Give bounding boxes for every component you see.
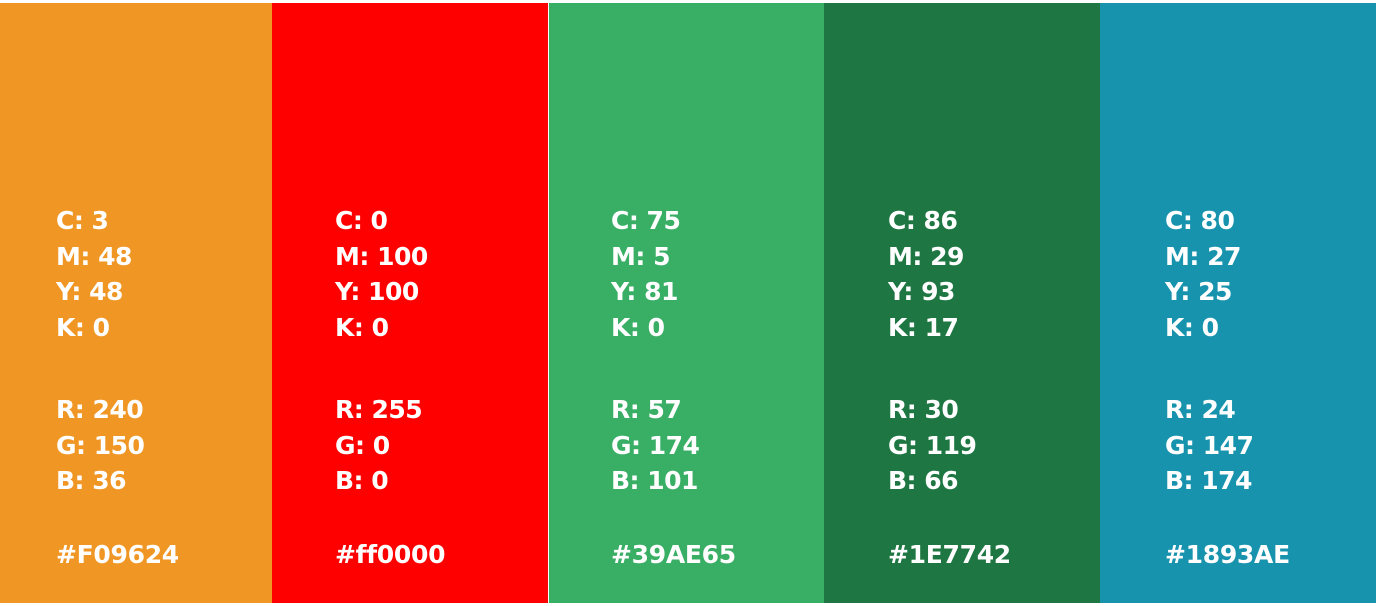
- cmyk-k-value: K: 0: [611, 312, 665, 342]
- rgb-b-value: B: 66: [888, 466, 959, 495]
- rgb-values: R: 255 G: 0 B: 0: [335, 392, 445, 499]
- color-swatch-red: C: 0 M: 100 Y: 100 K: 0 R: 255 G: 0 B: 0…: [272, 3, 548, 603]
- swatch-values: C: 0 M: 100 Y: 100 K: 0 R: 255 G: 0 B: 0…: [335, 203, 445, 572]
- rgb-b-value: B: 36: [56, 466, 127, 495]
- rgb-r-value: R: 24: [1165, 395, 1236, 424]
- color-swatch-dark-green: C: 86 M: 29 Y: 93 K: 17 R: 30 G: 119 B: …: [824, 3, 1100, 603]
- swatch-values: C: 75 M: 5 Y: 81 K: 0 R: 57 G: 174 B: 10…: [611, 203, 736, 572]
- cmyk-k-value: K: 0: [1165, 312, 1219, 342]
- cmyk-k-value: K: 17: [888, 312, 959, 342]
- rgb-values: R: 240 G: 150 B: 36: [56, 392, 179, 499]
- color-swatch-teal: C: 80 M: 27 Y: 25 K: 0 R: 24 G: 147 B: 1…: [1100, 3, 1376, 603]
- cmyk-values: C: 75 M: 5 Y: 81 K: 0: [611, 203, 736, 345]
- hex-code: #1E7742: [888, 539, 1011, 569]
- swatch-values: C: 80 M: 27 Y: 25 K: 0 R: 24 G: 147 B: 1…: [1165, 203, 1290, 572]
- cmyk-k-value: K: 0: [335, 312, 389, 342]
- cmyk-m-value: M: 5: [611, 241, 670, 271]
- hex-code: #ff0000: [335, 539, 446, 569]
- rgb-values: R: 30 G: 119 B: 66: [888, 392, 1011, 499]
- rgb-b-value: B: 174: [1165, 466, 1252, 495]
- cmyk-y-value: Y: 48: [56, 277, 123, 306]
- cmyk-values: C: 0 M: 100 Y: 100 K: 0: [335, 203, 445, 345]
- rgb-b-value: B: 101: [611, 466, 698, 495]
- cmyk-values: C: 3 M: 48 Y: 48 K: 0: [56, 203, 179, 345]
- cmyk-m-value: M: 100: [335, 241, 428, 271]
- cmyk-m-value: M: 29: [888, 241, 964, 271]
- swatch-values: C: 86 M: 29 Y: 93 K: 17 R: 30 G: 119 B: …: [888, 203, 1011, 572]
- rgb-g-value: G: 0: [335, 430, 390, 460]
- cmyk-c-value: C: 0: [335, 206, 388, 235]
- cmyk-m-value: M: 27: [1165, 241, 1241, 271]
- cmyk-k-value: K: 0: [56, 312, 110, 342]
- cmyk-values: C: 86 M: 29 Y: 93 K: 17: [888, 203, 1011, 345]
- color-swatch-green: C: 75 M: 5 Y: 81 K: 0 R: 57 G: 174 B: 10…: [549, 3, 824, 603]
- rgb-values: R: 57 G: 174 B: 101: [611, 392, 736, 499]
- rgb-g-value: G: 174: [611, 430, 700, 460]
- rgb-g-value: G: 119: [888, 430, 977, 460]
- rgb-values: R: 24 G: 147 B: 174: [1165, 392, 1290, 499]
- cmyk-y-value: Y: 100: [335, 277, 419, 306]
- cmyk-c-value: C: 3: [56, 206, 109, 235]
- cmyk-c-value: C: 86: [888, 206, 958, 235]
- cmyk-values: C: 80 M: 27 Y: 25 K: 0: [1165, 203, 1290, 345]
- color-palette: C: 3 M: 48 Y: 48 K: 0 R: 240 G: 150 B: 3…: [0, 3, 1376, 603]
- cmyk-y-value: Y: 25: [1165, 277, 1232, 306]
- rgb-r-value: R: 30: [888, 395, 959, 424]
- cmyk-c-value: C: 75: [611, 206, 681, 235]
- hex-code: #F09624: [56, 539, 179, 569]
- rgb-r-value: R: 57: [611, 395, 682, 424]
- swatch-values: C: 3 M: 48 Y: 48 K: 0 R: 240 G: 150 B: 3…: [56, 203, 179, 572]
- rgb-g-value: G: 147: [1165, 430, 1254, 460]
- hex-code: #1893AE: [1165, 539, 1290, 569]
- cmyk-m-value: M: 48: [56, 241, 132, 271]
- rgb-b-value: B: 0: [335, 466, 389, 495]
- rgb-r-value: R: 240: [56, 395, 144, 424]
- cmyk-c-value: C: 80: [1165, 206, 1235, 235]
- hex-code: #39AE65: [611, 539, 736, 569]
- cmyk-y-value: Y: 81: [611, 277, 678, 306]
- cmyk-y-value: Y: 93: [888, 277, 955, 306]
- color-swatch-orange: C: 3 M: 48 Y: 48 K: 0 R: 240 G: 150 B: 3…: [0, 3, 272, 603]
- rgb-g-value: G: 150: [56, 430, 145, 460]
- rgb-r-value: R: 255: [335, 395, 423, 424]
